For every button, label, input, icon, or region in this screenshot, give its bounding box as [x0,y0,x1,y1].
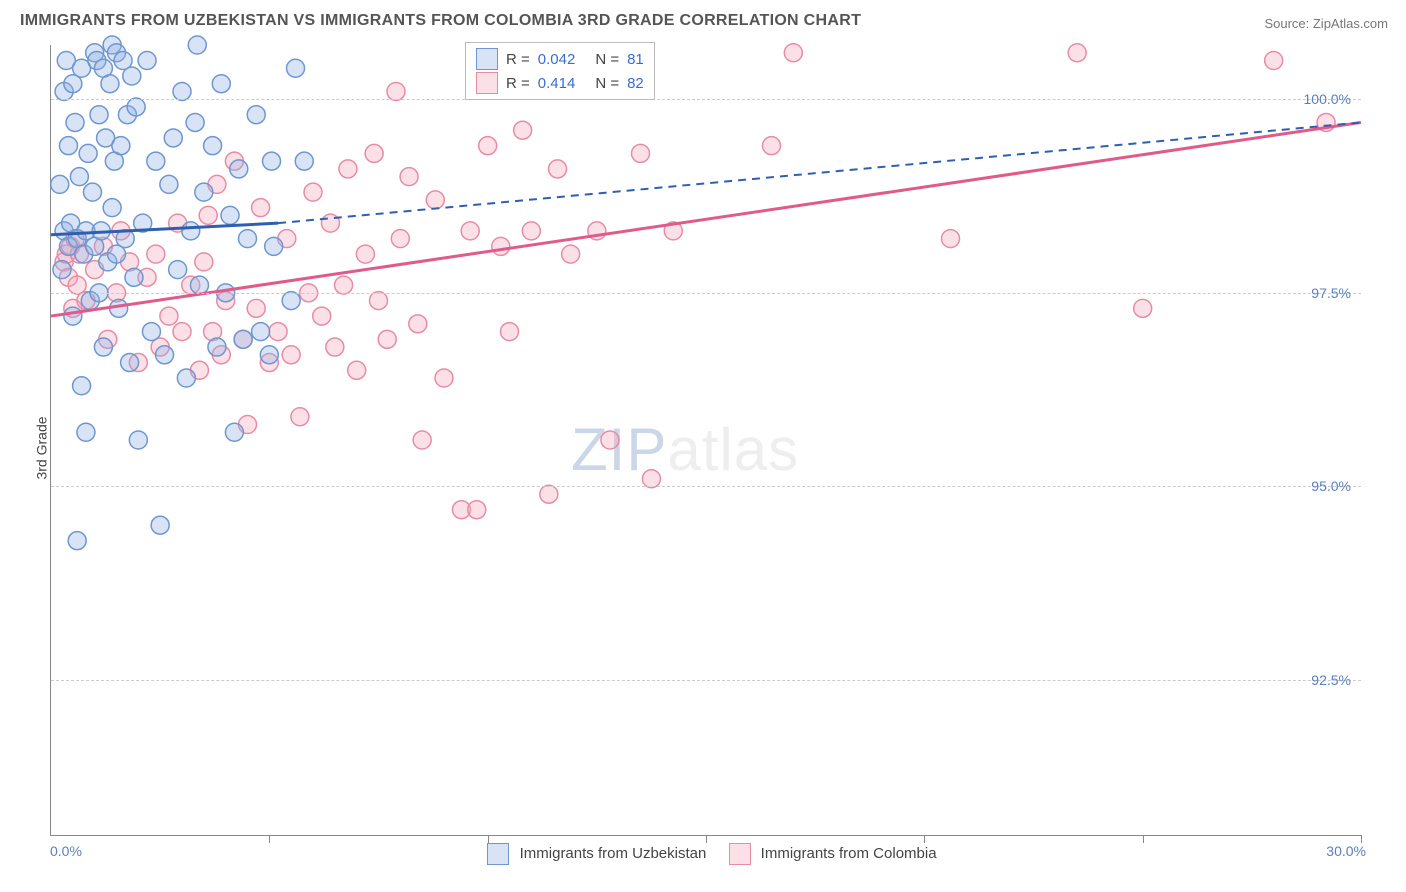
legend-r-value-1: 0.042 [538,51,576,68]
y-tick-label: 92.5% [1311,672,1351,688]
legend-n-label-2: N = [595,75,619,92]
legend-stats-box: R = 0.042 N = 81 R = 0.414 N = 82 [465,42,655,100]
source-attribution: Source: ZipAtlas.com [1264,16,1388,31]
bottom-legend: Immigrants from Uzbekistan Immigrants fr… [0,843,1406,865]
bottom-swatch-2 [729,843,751,865]
legend-n-label-1: N = [595,51,619,68]
bottom-legend-label-1: Immigrants from Uzbekistan [520,845,707,862]
legend-r-value-2: 0.414 [538,75,576,92]
y-tick-label: 100.0% [1304,91,1351,107]
legend-r-label-1: R = [506,51,530,68]
source-prefix: Source: [1264,16,1312,31]
bottom-swatch-1 [487,843,509,865]
chart-svg [51,45,1361,835]
legend-swatch-series1 [476,48,498,70]
legend-n-value-1: 81 [627,51,644,68]
legend-n-value-2: 82 [627,75,644,92]
source-name: ZipAtlas.com [1313,16,1388,31]
legend-row-series2: R = 0.414 N = 82 [476,71,644,95]
chart-title: IMMIGRANTS FROM UZBEKISTAN VS IMMIGRANTS… [20,12,861,30]
y-tick-label: 97.5% [1311,285,1351,301]
y-tick-label: 95.0% [1311,478,1351,494]
y-axis-title: 3rd Grade [34,416,50,479]
legend-r-label-2: R = [506,75,530,92]
legend-swatch-series2 [476,72,498,94]
chart-plot-area: ZIPatlas 92.5%95.0%97.5%100.0% [50,45,1361,836]
legend-row-series1: R = 0.042 N = 81 [476,47,644,71]
bottom-legend-label-2: Immigrants from Colombia [761,845,937,862]
